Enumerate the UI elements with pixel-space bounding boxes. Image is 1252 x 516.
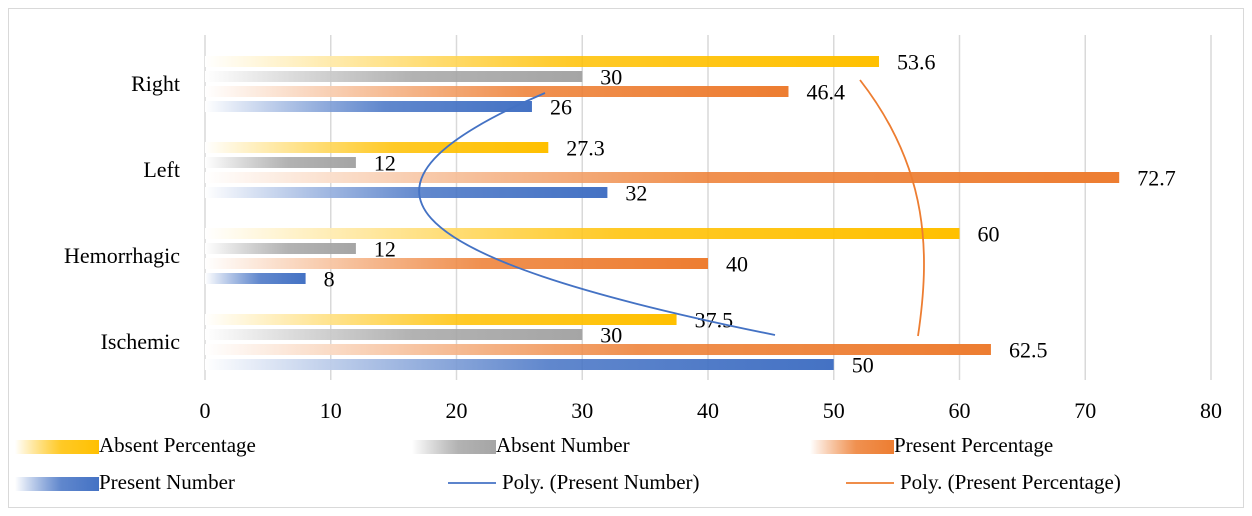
data-label: 27.3	[566, 136, 605, 161]
trendline-present-percentage	[859, 79, 925, 337]
legend-swatch	[15, 477, 99, 491]
bar	[205, 71, 583, 82]
category-label: Right	[131, 71, 180, 96]
legend-label: Poly. (Present Number)	[502, 470, 700, 494]
x-tick-label: 70	[1074, 398, 1096, 423]
x-tick-label: 50	[823, 398, 845, 423]
data-label: 8	[324, 267, 335, 292]
bar	[205, 243, 356, 254]
data-label: 50	[852, 353, 874, 378]
bar	[205, 187, 608, 198]
bar	[205, 344, 991, 355]
data-label: 12	[374, 151, 396, 176]
bar	[205, 86, 789, 97]
bar	[205, 228, 960, 239]
bar	[205, 329, 583, 340]
data-label: 40	[726, 252, 748, 277]
x-tick-label: 20	[446, 398, 468, 423]
legend-label: Poly. (Present Percentage)	[900, 470, 1121, 494]
category-label: Hemorrhagic	[64, 243, 180, 268]
bar	[205, 56, 880, 67]
bar	[205, 273, 306, 284]
legend-swatch	[15, 440, 99, 454]
x-tick-label: 0	[200, 398, 211, 423]
legend-swatch	[810, 440, 894, 454]
data-label: 53.6	[897, 50, 936, 75]
bar	[205, 157, 356, 168]
data-label: 60	[978, 222, 1000, 247]
trendline-present-number	[418, 92, 776, 336]
bar	[205, 314, 677, 325]
legend-label: Present Number	[99, 470, 235, 494]
x-tick-label: 10	[320, 398, 342, 423]
data-label: 26	[550, 95, 572, 120]
data-label: 30	[600, 323, 622, 348]
data-label: 12	[374, 237, 396, 262]
bar	[205, 359, 834, 370]
category-label: Ischemic	[101, 329, 181, 354]
legend-label: Absent Number	[496, 433, 630, 457]
data-label: 46.4	[806, 80, 845, 105]
bar	[205, 101, 532, 112]
bar	[205, 142, 549, 153]
legend-label: Present Percentage	[894, 433, 1053, 457]
category-label: Left	[143, 157, 180, 182]
x-tick-label: 30	[571, 398, 593, 423]
x-tick-label: 60	[949, 398, 971, 423]
data-label: 30	[600, 65, 622, 90]
data-label: 72.7	[1137, 166, 1176, 191]
legend-swatch	[412, 440, 496, 454]
x-tick-label: 80	[1200, 398, 1222, 423]
data-label: 32	[625, 181, 647, 206]
data-label: 62.5	[1009, 338, 1048, 363]
x-tick-label: 40	[697, 398, 719, 423]
legend-label: Absent Percentage	[99, 433, 256, 457]
bar	[205, 258, 708, 269]
bar	[205, 172, 1120, 183]
data-label: 37.5	[695, 308, 734, 333]
